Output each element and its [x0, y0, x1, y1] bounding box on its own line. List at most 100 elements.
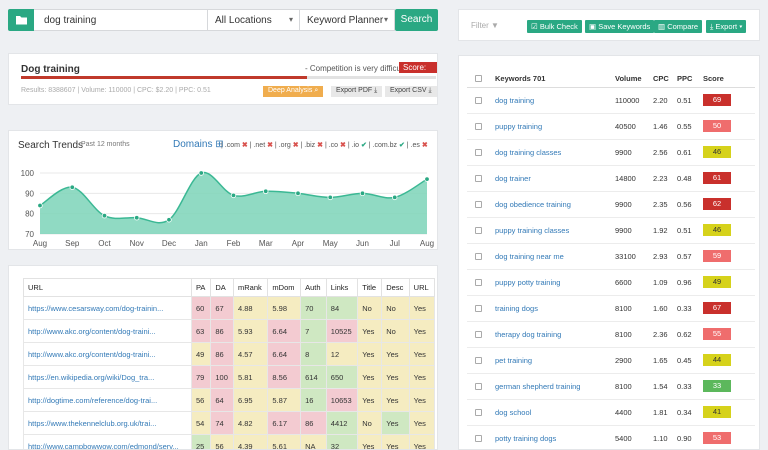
row-select-cell	[467, 165, 495, 191]
row-checkbox[interactable]	[475, 227, 482, 234]
row-select-cell	[467, 87, 495, 113]
folder-icon[interactable]	[8, 9, 34, 31]
row-checkbox[interactable]	[475, 357, 482, 364]
data-point[interactable]	[167, 217, 172, 222]
domains-label: Domains	[173, 139, 212, 150]
row-checkbox[interactable]	[475, 383, 482, 390]
url-link[interactable]: http://www.campbowwow.com/edmond/serv...	[24, 435, 192, 450]
keyword-link[interactable]: dog training classes	[495, 139, 615, 165]
export-pdf-button[interactable]: Export PDF ⤓	[331, 86, 382, 97]
export-button[interactable]: ⤓ Export ▾	[706, 20, 746, 33]
keyword-link[interactable]: training dogs	[495, 295, 615, 321]
col-ppc[interactable]: PPC	[677, 71, 703, 87]
keyword-link[interactable]: dog school	[495, 399, 615, 425]
tool-select[interactable]: Keyword Planner▾	[300, 9, 395, 31]
col-da[interactable]: DA	[211, 279, 234, 297]
keyword-link[interactable]: puppy potty training	[495, 269, 615, 295]
metric-cell: Yes	[409, 366, 434, 389]
row-checkbox[interactable]	[475, 97, 482, 104]
score-badge: 69	[703, 94, 731, 106]
row-checkbox[interactable]	[475, 253, 482, 260]
tld-name: .es	[411, 142, 420, 149]
url-link[interactable]: https://en.wikipedia.org/wiki/Dog_tra...	[24, 366, 192, 389]
data-point[interactable]	[231, 193, 236, 198]
export-csv-button[interactable]: Export CSV ⤓	[385, 86, 437, 97]
data-point[interactable]	[134, 215, 139, 220]
col-links[interactable]: Links	[326, 279, 357, 297]
location-select[interactable]: All Locations▾	[208, 9, 300, 31]
row-checkbox[interactable]	[475, 331, 482, 338]
keyword-link[interactable]: puppy training	[495, 113, 615, 139]
row-checkbox[interactable]	[475, 175, 482, 182]
metric-cell: 6.17	[268, 412, 301, 435]
metric-cell: 6.64	[268, 320, 301, 343]
download-icon: ⤓	[710, 22, 713, 31]
data-point[interactable]	[425, 177, 430, 182]
row-checkbox[interactable]	[475, 201, 482, 208]
volume-cell: 2900	[615, 347, 653, 373]
keyword-link[interactable]: dog training near me	[495, 243, 615, 269]
search-input[interactable]: dog training	[34, 9, 208, 31]
save-keywords-button[interactable]: ▣ Save Keywords	[585, 20, 654, 33]
ppc-cell: 0.56	[677, 191, 703, 217]
col-url[interactable]: URL	[409, 279, 434, 297]
keyword-link[interactable]: dog training	[495, 87, 615, 113]
chart-icon: ▥	[658, 22, 665, 31]
keyword-link[interactable]: dog trainer	[495, 165, 615, 191]
compare-button[interactable]: ▥ Compare	[654, 20, 702, 33]
select-all-checkbox[interactable]	[475, 75, 482, 82]
row-checkbox[interactable]	[475, 305, 482, 312]
keyword-link[interactable]: dog obedience training	[495, 191, 615, 217]
data-point[interactable]	[70, 185, 75, 190]
export-csv-label: Export CSV	[390, 87, 427, 94]
data-point[interactable]	[102, 213, 107, 218]
keyword-link[interactable]: puppy training classes	[495, 217, 615, 243]
deep-analysis-button[interactable]: Deep Analysis ⌕	[263, 86, 323, 97]
url-link[interactable]: http://dogtime.com/reference/dog-trai...	[24, 389, 192, 412]
row-checkbox[interactable]	[475, 279, 482, 286]
row-checkbox[interactable]	[475, 123, 482, 130]
col-auth[interactable]: Auth	[301, 279, 327, 297]
url-link[interactable]: https://www.cesarsway.com/dog-trainin...	[24, 297, 192, 320]
keyword-link[interactable]: german shepherd training	[495, 373, 615, 399]
data-point[interactable]	[199, 171, 204, 176]
data-point[interactable]	[296, 191, 301, 196]
metric-cell: Yes	[382, 343, 409, 366]
data-point[interactable]	[328, 195, 333, 200]
filter-button[interactable]: Filter ▼	[471, 21, 499, 30]
compare-label: Compare	[667, 22, 698, 31]
col-keywords[interactable]: Keywords 701	[495, 71, 615, 87]
data-point[interactable]	[392, 195, 397, 200]
keyword-link[interactable]: pet training	[495, 347, 615, 373]
ppc-cell: 0.57	[677, 243, 703, 269]
domains-link[interactable]: Domains ⊞	[173, 139, 224, 150]
col-volume[interactable]: Volume	[615, 71, 653, 87]
ppc-cell: 0.96	[677, 269, 703, 295]
bulk-check-button[interactable]: ☑ Bulk Check	[527, 20, 582, 33]
col-score[interactable]: Score	[703, 71, 755, 87]
col-pa[interactable]: PA	[191, 279, 210, 297]
url-link[interactable]: https://www.thekennelclub.org.uk/trai...	[24, 412, 192, 435]
keyword-link[interactable]: potty training dogs	[495, 425, 615, 450]
url-link[interactable]: http://www.akc.org/content/dog-traini...	[24, 343, 192, 366]
col-title[interactable]: Title	[358, 279, 382, 297]
row-checkbox[interactable]	[475, 435, 482, 442]
col-desc[interactable]: Desc	[382, 279, 409, 297]
col-cpc[interactable]: CPC	[653, 71, 677, 87]
col-mrank[interactable]: mRank	[233, 279, 267, 297]
col-url[interactable]: URL	[24, 279, 192, 297]
x-tick-label: Feb	[227, 239, 241, 248]
col-mdom[interactable]: mDom	[268, 279, 301, 297]
search-button[interactable]: Search	[395, 9, 438, 31]
tld-item: | .com.bz ✔	[367, 142, 405, 149]
ppc-cell: 0.48	[677, 165, 703, 191]
data-point[interactable]	[360, 191, 365, 196]
row-checkbox[interactable]	[475, 149, 482, 156]
row-checkbox[interactable]	[475, 409, 482, 416]
data-point[interactable]	[263, 189, 268, 194]
data-point[interactable]	[38, 203, 43, 208]
url-link[interactable]: http://www.akc.org/content/dog-traini...	[24, 320, 192, 343]
keyword-link[interactable]: therapy dog training	[495, 321, 615, 347]
